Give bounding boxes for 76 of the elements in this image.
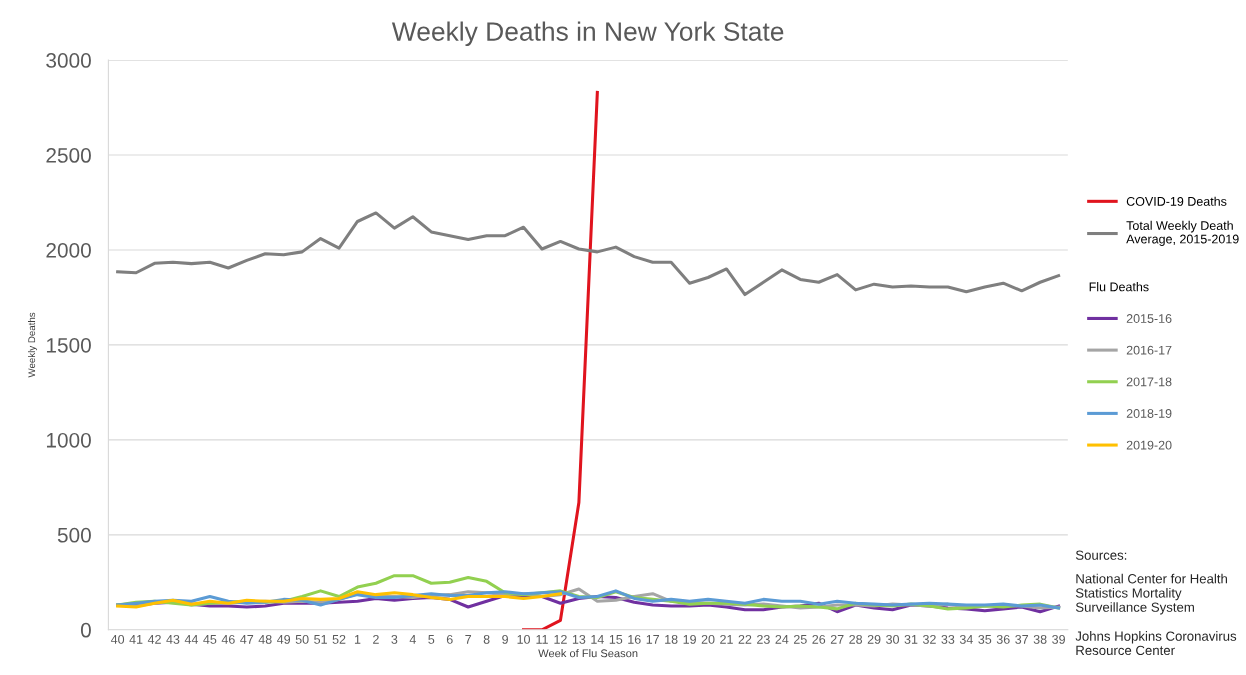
- x-tick-label: 5: [428, 635, 435, 644]
- x-tick-label: 41: [129, 635, 143, 644]
- x-tick-label: 36: [996, 634, 1010, 644]
- x-tick-label: 9: [502, 634, 508, 644]
- x-tick-label: 47: [240, 635, 254, 644]
- x-tick-label: 43: [166, 634, 180, 644]
- x-tick-label: 31: [904, 634, 918, 644]
- legend-label: Total Weekly Death Average, 2015-2019: [1126, 220, 1239, 246]
- x-tick-label: 28: [849, 634, 863, 644]
- y-tick-label: 2500: [46, 148, 91, 163]
- text: Johns Hopkins Coronavirus Resource Center: [1075, 631, 1237, 656]
- x-tick-label: 10: [517, 634, 530, 644]
- x-tick-label: 20: [701, 634, 715, 644]
- legend-label: 2016-17: [1126, 345, 1172, 355]
- x-tick-label: 42: [147, 634, 161, 644]
- y-tick-label: 3000: [46, 53, 91, 68]
- x-tick-label: 18: [665, 634, 678, 644]
- x-tick-label: 16: [628, 634, 641, 644]
- x-tick-label: 45: [203, 635, 217, 644]
- x-axis-title: Week of Flu Season: [538, 649, 638, 658]
- legend-label: 2015-16: [1126, 314, 1172, 323]
- x-tick-label: 51: [314, 635, 327, 644]
- x-tick-label: 32: [922, 634, 936, 644]
- x-tick-label: 33: [941, 634, 955, 644]
- x-tick-label: 23: [757, 634, 770, 644]
- x-tick-label: 1: [354, 635, 361, 644]
- x-tick-label: 2: [373, 634, 379, 644]
- x-tick-label: 17: [646, 635, 660, 644]
- x-tick-label: 6: [446, 634, 453, 644]
- x-tick-label: 4: [409, 635, 416, 644]
- x-tick-label: 13: [572, 634, 586, 644]
- line-series: [116, 590, 562, 609]
- x-tick-label: 24: [775, 634, 789, 644]
- line-series: [522, 90, 599, 630]
- x-tick-label: 11: [536, 635, 548, 644]
- x-tick-label: 29: [867, 634, 881, 644]
- legend-label: COVID-19 Deaths: [1126, 196, 1227, 206]
- legend-label: 2018-19: [1126, 409, 1172, 418]
- x-tick-label: 46: [221, 634, 235, 644]
- chart-title: Weekly Deaths in New York State: [391, 21, 784, 47]
- x-tick-label: 8: [483, 634, 490, 644]
- text: National Center for Health Statistics Mortality Surveillance System: [1075, 573, 1227, 615]
- x-tick-label: 7: [465, 635, 472, 644]
- y-tick-label: 1000: [46, 432, 91, 448]
- legend-label: 2019-20: [1126, 440, 1172, 450]
- y-axis-title: Weekly Deaths: [28, 312, 38, 378]
- x-tick-label: 52: [332, 634, 346, 644]
- x-tick-label: 49: [277, 634, 291, 644]
- x-tick-label: 14: [591, 635, 604, 644]
- x-tick-label: 38: [1033, 634, 1047, 644]
- x-tick-label: 48: [258, 634, 272, 644]
- y-tick-label: 0: [80, 622, 91, 638]
- x-tick-label: 34: [959, 634, 973, 644]
- x-tick-label: 37: [1015, 634, 1029, 644]
- legend-title: Flu Deaths: [1089, 282, 1149, 292]
- source-note: Sources:: [1075, 550, 1127, 560]
- line-series: [116, 211, 1061, 297]
- x-tick-label: 35: [978, 634, 992, 644]
- x-tick-label: 40: [110, 634, 125, 644]
- x-tick-label: 26: [812, 634, 826, 644]
- y-tick-label: 1500: [46, 337, 91, 353]
- x-tick-label: 25: [793, 634, 807, 644]
- x-tick-label: 27: [830, 634, 844, 644]
- x-tick-label: 50: [295, 634, 309, 644]
- x-tick-label: 22: [738, 634, 752, 644]
- y-tick-label: 500: [57, 527, 91, 543]
- x-tick-label: 39: [1052, 634, 1065, 644]
- x-tick-label: 19: [683, 634, 696, 644]
- x-tick-label: 12: [554, 634, 567, 644]
- x-tick-label: 3: [391, 634, 398, 644]
- legend-label: 2017-18: [1126, 377, 1172, 387]
- x-tick-label: 21: [720, 634, 733, 644]
- y-tick-label: 2000: [46, 242, 91, 258]
- x-tick-label: 30: [886, 634, 900, 644]
- x-tick-label: 44: [184, 635, 199, 644]
- x-tick-label: 15: [609, 635, 623, 644]
